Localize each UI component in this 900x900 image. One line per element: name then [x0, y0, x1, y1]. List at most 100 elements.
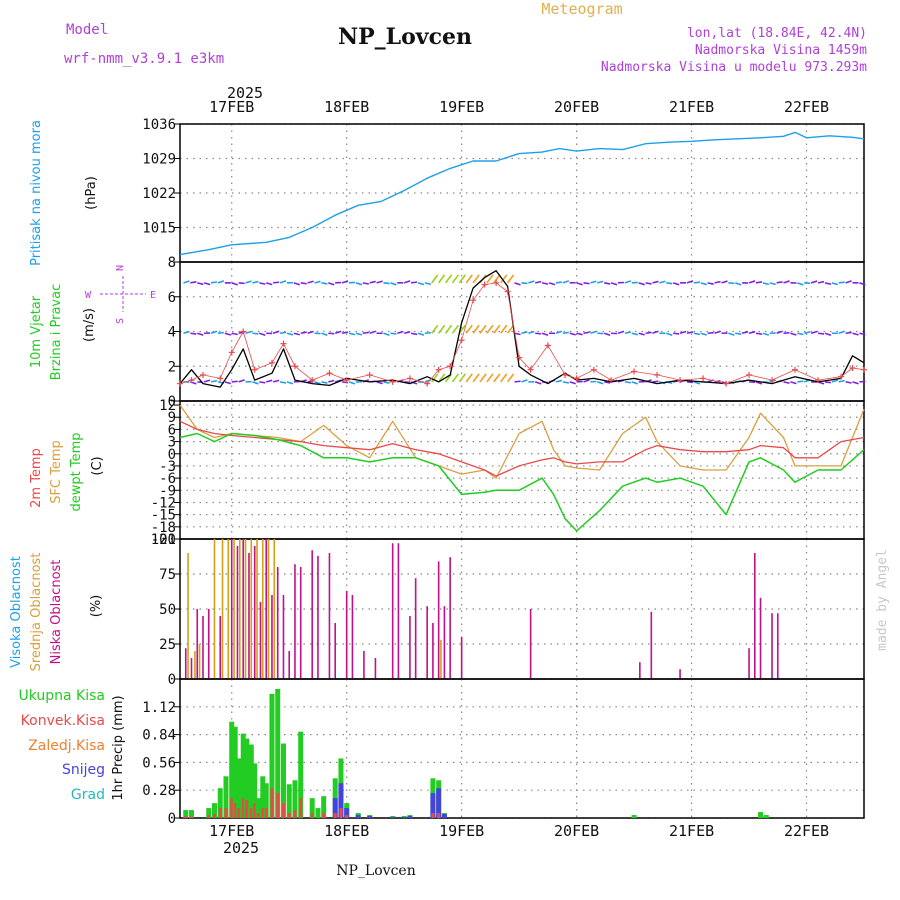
wind-barb — [514, 282, 521, 286]
y-tick-label: 1.12 — [142, 700, 176, 716]
precip-total-bar — [244, 738, 250, 818]
wind-barb — [790, 332, 797, 336]
wind-barb — [458, 274, 466, 284]
wind-barb — [569, 332, 576, 336]
wind-barb — [286, 381, 294, 385]
temp-label-sfc: SFC Temp — [49, 440, 64, 504]
wind-barb — [355, 282, 363, 286]
precip-conv-bar — [310, 813, 314, 818]
wind-barb — [321, 282, 328, 285]
wind-barb — [631, 381, 639, 385]
y-tick-label: 1015 — [142, 221, 176, 237]
wind-barb — [831, 379, 839, 383]
wind-barb — [383, 381, 390, 385]
wind-barb — [390, 332, 397, 335]
wind-barb — [486, 274, 494, 284]
gust-line — [179, 282, 865, 385]
wind-barb — [734, 282, 742, 286]
wind-barb — [824, 332, 832, 336]
date-label-top: 17FEB — [209, 98, 254, 116]
wind-barb — [486, 373, 494, 383]
wind-barb — [534, 381, 542, 385]
wind-barb — [859, 332, 866, 336]
wind-barb — [183, 330, 190, 335]
pressure-line — [179, 131, 865, 256]
wind-barb — [403, 331, 411, 335]
wind-barb — [583, 379, 590, 383]
wind-barb — [638, 282, 645, 286]
wind-barb — [479, 373, 487, 383]
precip-total-bar — [309, 798, 315, 818]
wind-barb — [810, 280, 818, 284]
wind-barb — [714, 280, 721, 284]
wind-barb — [397, 330, 404, 335]
cloud-label-low: Niska Oblacnost — [49, 560, 64, 665]
wind-barb — [293, 282, 301, 286]
precip-conv-bar — [249, 808, 253, 818]
date-label-bottom: 19FEB — [439, 822, 484, 840]
wind-barb — [217, 280, 225, 284]
year-top: 2025 — [227, 84, 263, 102]
wind-barb — [210, 281, 218, 284]
wind-barb — [341, 280, 349, 284]
wind-barb — [631, 332, 638, 336]
wind-barb — [824, 282, 832, 285]
wind-barb — [707, 282, 714, 285]
legend-snow: Snijeg — [62, 762, 105, 778]
year-bottom: 2025 — [223, 839, 259, 857]
precip-conv-bar — [299, 798, 303, 818]
wind-barb — [762, 282, 770, 286]
wind-barb — [707, 331, 714, 335]
wind-barb — [624, 280, 632, 284]
wind-barb — [506, 324, 515, 334]
wind-barb — [506, 373, 515, 383]
wind-barb — [451, 373, 460, 383]
precip-conv-bar — [276, 793, 280, 818]
precip-conv-bar — [339, 808, 343, 818]
y-tick-label: -15 — [151, 508, 176, 524]
wind-barb — [238, 379, 245, 383]
precip-snow-bar — [355, 815, 361, 818]
y-tick-label: -9 — [159, 483, 176, 499]
wind-barb — [597, 280, 604, 284]
wind-barb — [465, 324, 473, 334]
wind-barb — [659, 280, 666, 284]
date-label-top: 21FEB — [669, 98, 714, 116]
precip-conv-bar — [270, 788, 274, 818]
y-tick-label: 50 — [159, 602, 176, 618]
wind-barb — [748, 330, 756, 335]
date-label-top: 22FEB — [784, 98, 829, 116]
wind-barb — [535, 280, 542, 284]
wind-barb — [431, 274, 439, 284]
wind-barb — [307, 280, 314, 284]
wind-barb — [686, 381, 694, 384]
wind-barb — [273, 281, 280, 284]
wind-barb — [555, 330, 563, 334]
precip-total-bar — [240, 733, 246, 818]
wind-barb — [438, 274, 446, 284]
precip-total-bar — [229, 721, 235, 818]
wind-barb — [597, 381, 604, 385]
bottom-date-labels: 17FEB 18FEB 19FEB 20FEB 21FEB 22FEB — [209, 822, 829, 840]
wind-barb — [321, 332, 328, 336]
wind-barb — [224, 332, 232, 336]
wind-barb — [521, 282, 528, 285]
precip-conv-bar — [230, 798, 234, 818]
legend-total: Ukupna Kisa — [18, 688, 105, 704]
wind-barb — [265, 282, 273, 286]
wind-barb — [810, 330, 818, 335]
date-label-top: 20FEB — [554, 98, 599, 116]
wind-barb — [383, 332, 390, 336]
precip-conv-bar — [345, 815, 349, 818]
panel-wind: 8 6 4 2 0 — [168, 255, 867, 410]
wind-barb — [486, 324, 494, 334]
wind-barb — [500, 274, 508, 284]
wind-barb — [838, 379, 845, 383]
wind-barb — [528, 280, 535, 284]
wind-barb — [410, 281, 418, 284]
wind-barb — [279, 331, 287, 335]
y-tick-label: 6 — [168, 422, 176, 438]
y-tick-label: 1029 — [142, 152, 176, 168]
